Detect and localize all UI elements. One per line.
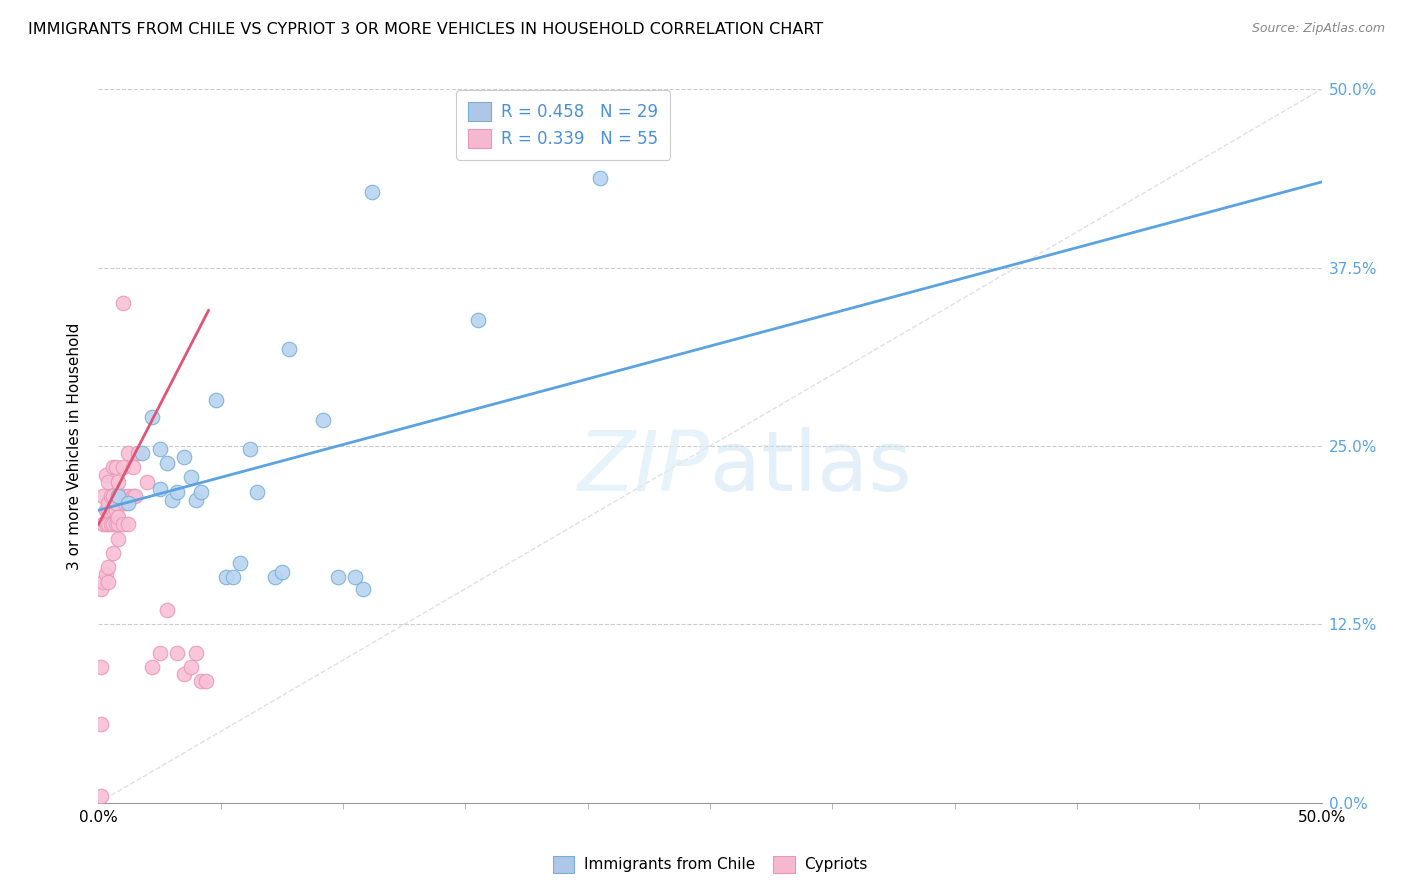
Y-axis label: 3 or more Vehicles in Household: 3 or more Vehicles in Household [67,322,83,570]
Point [90,660,112,674]
Point [270,565,294,579]
Point [94,517,117,532]
Point [104,503,127,517]
Point [100,489,122,503]
Point [91,517,114,532]
Point [107,475,129,489]
Point [173,450,195,465]
Point [141,410,163,425]
Point [180,660,202,674]
Point [136,475,159,489]
Point [117,496,139,510]
Point [107,510,129,524]
Point [101,460,124,475]
Point [278,342,301,356]
Text: ZIP: ZIP [578,427,710,508]
Text: Source: ZipAtlas.com: Source: ZipAtlas.com [1251,22,1385,36]
Point [104,517,127,532]
Text: atlas: atlas [710,427,911,508]
Point [90,582,112,596]
Point [124,489,146,503]
Point [166,646,188,660]
Point [117,489,139,503]
Point [101,546,124,560]
Point [344,570,367,584]
Point [104,496,127,510]
Point [94,467,117,482]
Point [97,503,120,517]
Point [190,674,212,689]
Point [127,446,149,460]
Point [97,475,120,489]
Point [149,646,172,660]
Point [111,517,134,532]
Point [467,313,489,327]
Point [107,489,129,503]
Point [589,170,612,185]
Point [121,460,143,475]
Point [90,789,112,803]
Point [107,489,129,503]
Point [97,574,120,589]
Point [160,493,183,508]
Point [111,460,134,475]
Point [97,517,120,532]
Point [117,446,139,460]
Point [90,717,112,731]
Point [117,517,139,532]
Point [361,185,384,199]
Point [101,503,124,517]
Point [246,484,269,499]
Point [100,517,122,532]
Point [101,489,124,503]
Point [195,674,218,689]
Point [190,484,212,499]
Point [149,482,172,496]
Point [166,484,188,499]
Point [131,446,153,460]
Point [186,646,208,660]
Point [205,393,228,408]
Point [180,470,202,484]
Point [114,496,136,510]
Point [97,560,120,574]
Point [94,567,117,582]
Point [111,296,134,310]
Legend: Immigrants from Chile, Cypriots: Immigrants from Chile, Cypriots [546,848,875,880]
Point [121,489,143,503]
Point [101,517,124,532]
Point [141,660,163,674]
Point [328,570,350,584]
Point [104,460,127,475]
Point [91,489,114,503]
Point [173,667,195,681]
Point [156,603,179,617]
Point [352,582,374,596]
Point [239,442,262,456]
Point [107,517,129,532]
Point [97,496,120,510]
Text: IMMIGRANTS FROM CHILE VS CYPRIOT 3 OR MORE VEHICLES IN HOUSEHOLD CORRELATION CHA: IMMIGRANTS FROM CHILE VS CYPRIOT 3 OR MO… [28,22,824,37]
Point [312,413,335,427]
Point [107,532,129,546]
Point [222,570,245,584]
Point [156,456,179,470]
Point [91,574,114,589]
Point [214,570,236,584]
Point [111,489,134,503]
Point [229,556,252,570]
Point [186,493,208,508]
Point [94,503,117,517]
Point [263,570,285,584]
Point [149,442,172,456]
